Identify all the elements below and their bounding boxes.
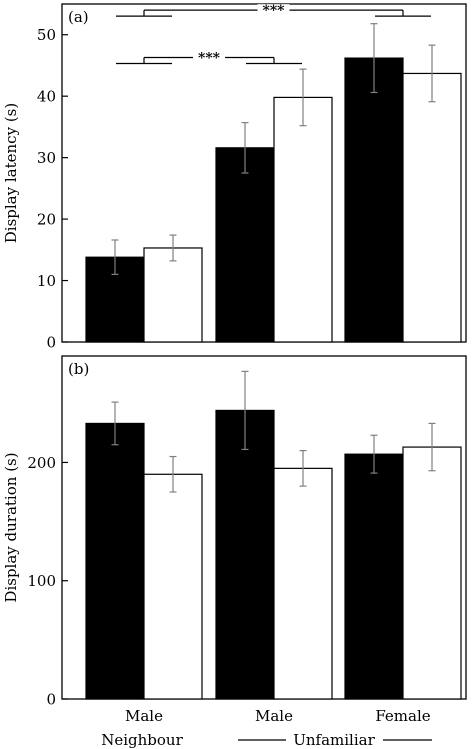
y-tick-label: 50 <box>37 26 56 44</box>
bar <box>143 473 203 700</box>
x-tick-label: Male <box>255 707 293 725</box>
bar <box>215 409 275 700</box>
bar <box>273 467 333 700</box>
bar <box>85 422 145 700</box>
neighbour-label: Neighbour <box>101 731 183 749</box>
panel-letter: (a) <box>68 8 89 26</box>
y-tick-label: 200 <box>27 454 56 472</box>
bar <box>344 453 404 700</box>
x-tick-label: Male <box>125 707 163 725</box>
panel-b: 0 100 200 Display duration (s) (b) Male Male Fe… <box>2 355 467 725</box>
bracket-label-bg <box>257 4 290 17</box>
bracket-label-bg <box>193 51 225 64</box>
significance-label: *** <box>263 3 286 19</box>
significance-label: *** <box>198 50 221 66</box>
x-group-labels: Neighbour Unfamiliar <box>101 731 432 749</box>
y-tick-label: 0 <box>46 334 56 352</box>
bar <box>402 72 462 343</box>
y-tick-label: 30 <box>37 149 56 167</box>
y-tick-label: 20 <box>37 211 56 229</box>
y-tick-label: 100 <box>27 572 56 590</box>
y-axis-label: Display duration (s) <box>2 452 20 602</box>
bar <box>273 96 333 343</box>
x-tick-label: Female <box>375 707 430 725</box>
bar <box>215 147 275 343</box>
bar <box>344 57 404 343</box>
panel-letter: (b) <box>68 360 89 378</box>
y-tick-label: 0 <box>46 691 56 709</box>
bar <box>143 247 203 343</box>
unfamiliar-label: Unfamiliar <box>293 731 375 749</box>
y-axis-label: Display latency (s) <box>2 103 20 243</box>
y-tick-label: 40 <box>37 88 56 106</box>
bar <box>402 446 462 700</box>
panel-a: 0 10 20 30 40 50 Display latency (s) (a) *** *** <box>2 3 467 352</box>
y-tick-label: 10 <box>37 272 56 290</box>
